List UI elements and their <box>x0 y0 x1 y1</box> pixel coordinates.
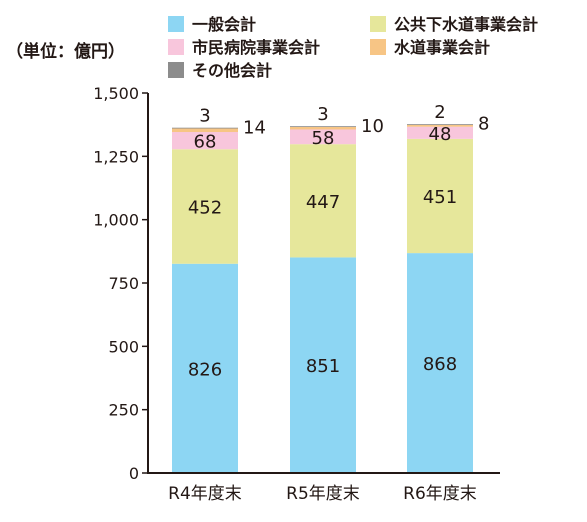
bar-segment <box>172 127 238 129</box>
legend-label: 市民病院事業会計 <box>192 38 320 57</box>
data-label: 868 <box>423 354 457 375</box>
legend-label: 公共下水道事業会計 <box>394 15 538 34</box>
x-tick-label: R5年度末 <box>286 484 360 504</box>
bar-segment <box>290 126 356 130</box>
y-tick-label: 750 <box>108 274 139 293</box>
y-tick-label: 250 <box>108 401 139 420</box>
legend-swatch <box>370 16 386 32</box>
bar-segment <box>407 138 473 254</box>
y-tick-label: 0 <box>129 464 139 483</box>
data-label: 14 <box>243 117 266 138</box>
data-label: 447 <box>306 192 340 213</box>
x-tick-label: R4年度末 <box>168 484 242 504</box>
bar-segment <box>172 132 238 150</box>
y-tick-label: 500 <box>108 337 139 356</box>
y-tick-label: 1,000 <box>93 211 139 230</box>
bar-segment <box>172 263 238 473</box>
legend-swatch <box>168 16 184 32</box>
y-tick-label: 1,500 <box>93 84 139 103</box>
bar-segment <box>407 253 473 473</box>
data-label: 451 <box>423 187 457 208</box>
bar-segment <box>172 128 238 133</box>
unit-label: （単位：億円） <box>6 41 125 62</box>
data-label: 3 <box>317 104 328 125</box>
data-label: 2 <box>434 102 445 123</box>
data-label: 851 <box>306 356 340 377</box>
bar-segment <box>290 144 356 258</box>
bar-segment <box>407 126 473 139</box>
data-label: 8 <box>478 114 489 135</box>
bars <box>172 124 473 473</box>
legend-swatch <box>168 62 184 78</box>
data-label: 452 <box>188 197 222 218</box>
bar-segment <box>172 149 238 264</box>
legend-label: 一般会計 <box>192 15 256 34</box>
data-label: 10 <box>361 116 384 137</box>
data-label: 68 <box>194 132 217 153</box>
bar-segment <box>290 257 356 473</box>
bar-segment <box>290 126 356 127</box>
data-labels: 826 452 68 14 3 851 447 58 10 3 868 451 48 8 2 <box>188 102 490 380</box>
bar-segment <box>290 129 356 145</box>
y-tick-label: 1,250 <box>93 147 139 166</box>
data-label: 826 <box>188 359 222 380</box>
data-label: 58 <box>312 128 335 149</box>
bar-segment <box>407 124 473 127</box>
legend-swatch <box>370 39 386 55</box>
bar-segment <box>407 124 473 125</box>
x-tick-label: R6年度末 <box>403 484 477 504</box>
legend-label: その他会計 <box>192 61 272 80</box>
data-label: 3 <box>199 106 210 127</box>
data-label: 48 <box>429 124 452 145</box>
legend-swatch <box>168 39 184 55</box>
axes: 0 250 500 750 1,000 1,250 1,500 R4年度末 R5年度末 R6年度末 <box>93 84 500 504</box>
legend-label: 水道事業会計 <box>394 38 490 57</box>
